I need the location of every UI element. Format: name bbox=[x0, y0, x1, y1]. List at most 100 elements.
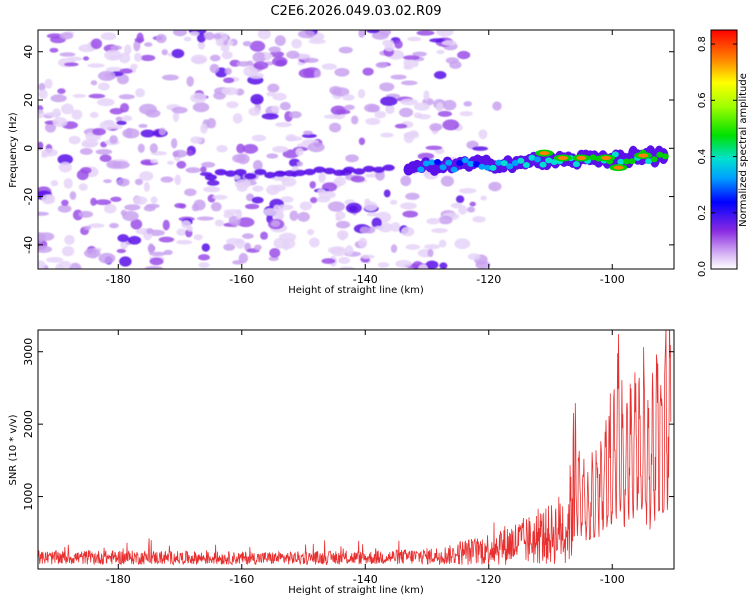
noise-blob bbox=[193, 234, 203, 241]
noise-blob bbox=[488, 181, 502, 192]
noise-blob bbox=[243, 65, 258, 77]
noise-blob bbox=[390, 74, 407, 80]
noise-blob bbox=[246, 60, 254, 66]
noise-blob bbox=[254, 244, 262, 251]
noise-blob bbox=[380, 96, 398, 107]
noise-blob bbox=[200, 166, 207, 173]
noise-blob bbox=[55, 263, 63, 269]
noise-blob bbox=[174, 174, 182, 186]
noise-blob bbox=[251, 134, 267, 142]
noise-blob bbox=[162, 219, 170, 231]
noise-blob bbox=[442, 119, 460, 131]
noise-blob bbox=[58, 162, 72, 173]
noise-blob bbox=[140, 129, 155, 138]
noise-blob bbox=[426, 217, 441, 225]
x-tick-label: -180 bbox=[106, 273, 131, 286]
noise-blob bbox=[90, 38, 103, 50]
colorbar-tick-label: 0.4 bbox=[697, 149, 708, 165]
noise-blob bbox=[416, 30, 435, 36]
noise-blob bbox=[313, 69, 322, 78]
noise-blob bbox=[44, 78, 53, 89]
noise-blob bbox=[403, 132, 415, 144]
noise-blob bbox=[377, 262, 390, 268]
noise-blob bbox=[109, 135, 118, 144]
noise-blob bbox=[149, 143, 158, 154]
colorbar-label: Normalized spectral amplitude bbox=[738, 73, 749, 227]
noise-blob bbox=[269, 51, 285, 58]
noise-blob bbox=[150, 158, 159, 164]
noise-blob bbox=[257, 30, 271, 40]
noise-blob bbox=[417, 152, 435, 160]
trace-core bbox=[656, 151, 664, 158]
noise-blob bbox=[285, 136, 303, 141]
noise-blob bbox=[459, 111, 473, 117]
trace-core bbox=[550, 158, 558, 165]
noise-blob bbox=[160, 176, 174, 183]
noise-blob bbox=[185, 167, 201, 174]
noise-blob bbox=[206, 180, 220, 186]
noise-blob bbox=[298, 68, 316, 79]
noise-blob bbox=[176, 160, 187, 169]
noise-blob bbox=[41, 148, 58, 157]
noise-blob bbox=[201, 161, 216, 168]
noise-blob bbox=[61, 199, 69, 206]
streak-blob bbox=[323, 167, 336, 175]
noise-blob bbox=[266, 91, 276, 97]
noise-blob bbox=[339, 266, 355, 269]
noise-blob bbox=[166, 160, 175, 165]
noise-blob bbox=[405, 192, 420, 201]
noise-blob bbox=[234, 179, 251, 189]
noise-blob bbox=[79, 147, 93, 155]
noise-blob bbox=[52, 117, 68, 127]
noise-blob bbox=[197, 40, 206, 50]
noise-blob bbox=[214, 219, 225, 227]
colorbar-tick-label: 0.0 bbox=[697, 261, 708, 277]
snr-ticks: -180 -160 -140 -120 -100 1000 2000 3000 bbox=[22, 330, 674, 586]
trace-peak bbox=[539, 151, 550, 156]
y-tick-label: 3000 bbox=[22, 338, 35, 366]
noise-blob bbox=[232, 113, 243, 124]
noise-blob bbox=[358, 30, 366, 38]
noise-blob bbox=[409, 59, 419, 68]
noise-blob bbox=[380, 132, 394, 138]
noise-blob bbox=[104, 49, 122, 61]
noise-blob bbox=[390, 244, 398, 253]
noise-blob bbox=[371, 217, 382, 229]
trace-core bbox=[456, 160, 464, 167]
noise-blob bbox=[161, 49, 168, 56]
noise-blob bbox=[38, 245, 53, 253]
trace-core bbox=[528, 154, 536, 161]
noise-blob bbox=[279, 101, 291, 111]
noise-blob bbox=[71, 109, 83, 120]
noise-blob bbox=[327, 201, 346, 212]
noise-blob bbox=[49, 47, 59, 53]
noise-blob bbox=[184, 188, 197, 197]
noise-blob bbox=[273, 204, 281, 212]
noise-blob bbox=[385, 104, 395, 115]
trace-core bbox=[461, 157, 469, 164]
noise-blob bbox=[399, 107, 414, 118]
noise-blob bbox=[81, 141, 98, 148]
noise-blob bbox=[248, 107, 261, 116]
noise-blob bbox=[57, 154, 73, 165]
noise-blob bbox=[336, 230, 349, 240]
noise-blob bbox=[116, 178, 130, 187]
trace-core bbox=[545, 157, 553, 164]
noise-blob bbox=[335, 220, 351, 229]
y-tick-label: 40 bbox=[22, 45, 35, 59]
noise-blob bbox=[38, 82, 46, 92]
noise-blob bbox=[203, 186, 221, 193]
noise-blob bbox=[390, 222, 401, 232]
noise-blob bbox=[145, 203, 160, 209]
noise-blob bbox=[274, 122, 292, 128]
noise-blob bbox=[329, 85, 342, 96]
trace-core bbox=[450, 166, 458, 173]
noise-blob bbox=[121, 115, 133, 122]
noise-blob bbox=[224, 67, 232, 75]
noise-blob bbox=[268, 46, 281, 53]
noise-blob bbox=[351, 115, 359, 125]
noise-blob bbox=[163, 249, 173, 256]
noise-blob bbox=[41, 194, 54, 205]
noise-blob bbox=[134, 178, 144, 186]
noise-blob bbox=[413, 102, 430, 111]
